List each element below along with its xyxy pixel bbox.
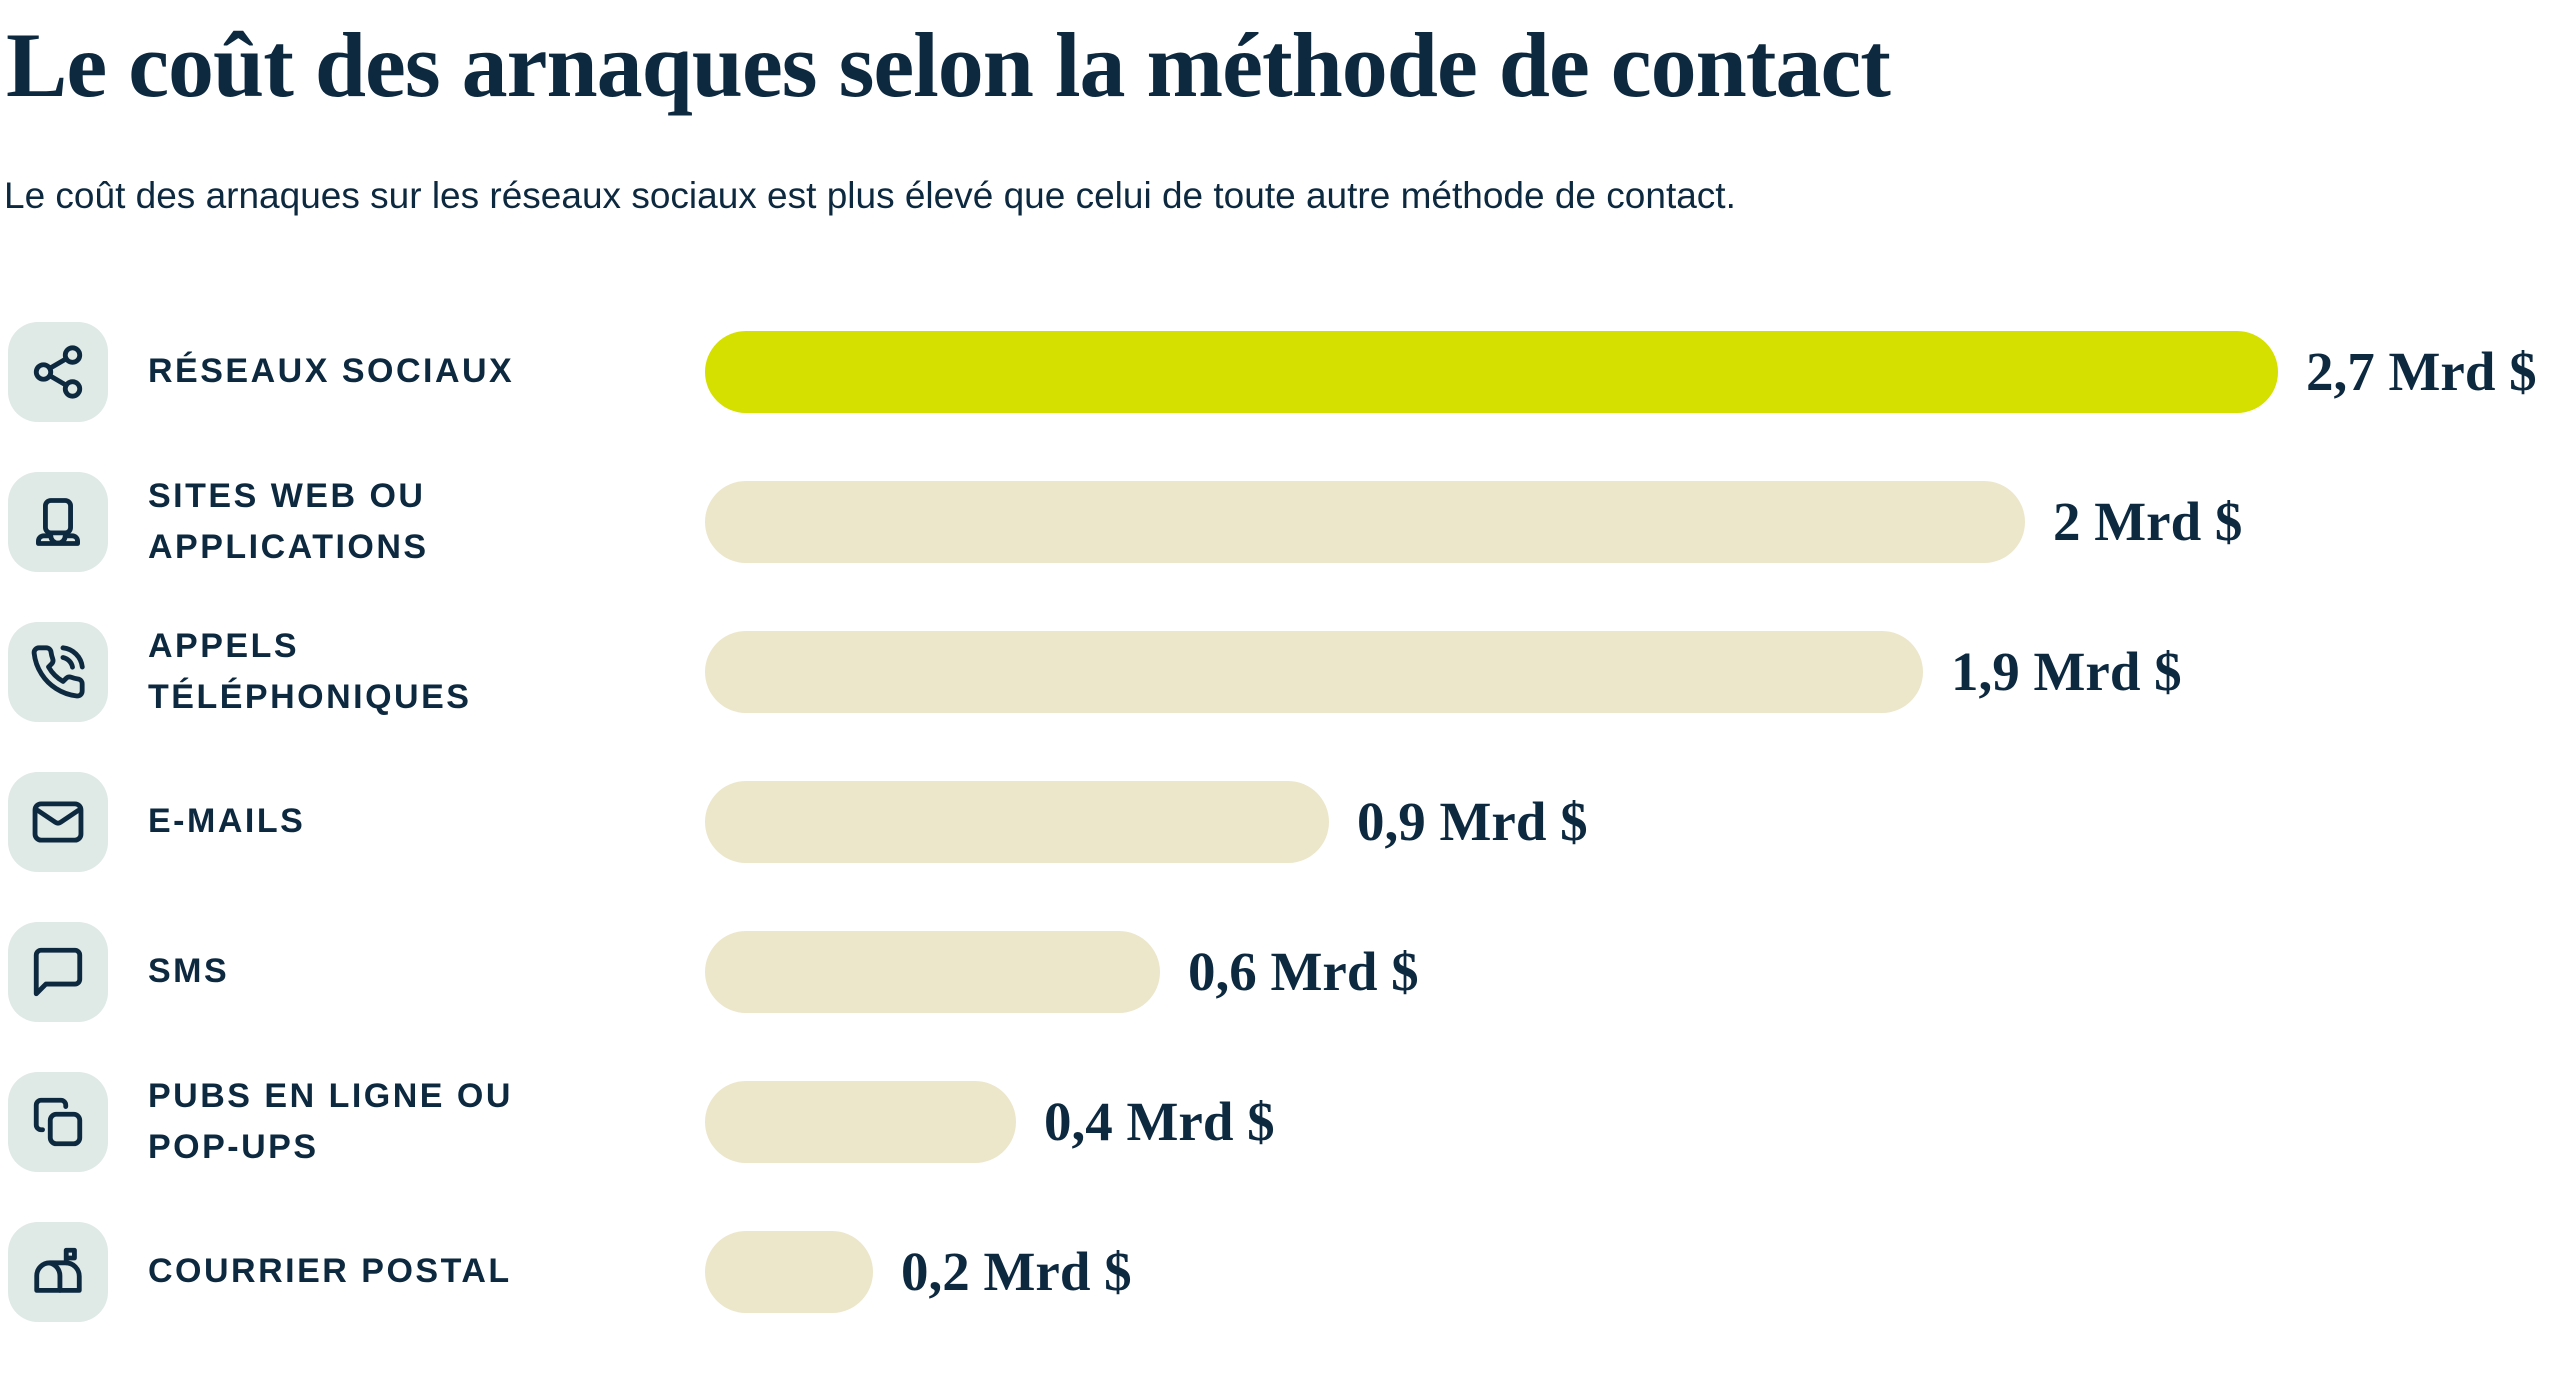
page-title: Le coût des arnaques selon la méthode de… <box>6 14 1891 116</box>
icon-tile <box>8 1071 108 1172</box>
bar-value-label: 2,7 Mrd $ <box>2306 341 2537 403</box>
bar <box>705 1230 873 1313</box>
share-icon <box>33 345 83 399</box>
mail-icon <box>32 801 84 843</box>
chart-row: RÉSEAUX SOCIAUX 2,7 Mrd $ <box>0 297 2560 447</box>
bar-zone: 0,6 Mrd $ <box>705 930 2560 1013</box>
icon-tile <box>8 921 108 1022</box>
bar <box>705 630 1923 713</box>
bar-zone: 1,9 Mrd $ <box>705 630 2560 713</box>
chart-row: SITES WEB OU APPLICATIONS 2 Mrd $ <box>0 447 2560 597</box>
bar-zone: 0,2 Mrd $ <box>705 1230 2560 1313</box>
category-label: COURRIER POSTAL <box>148 1252 512 1291</box>
category-label: E-MAILS <box>148 802 306 841</box>
message-bubble-icon <box>33 947 83 996</box>
icon-tile <box>8 621 108 722</box>
page-subtitle: Le coût des arnaques sur les réseaux soc… <box>4 175 1736 217</box>
bar <box>705 330 2278 413</box>
bar-value-label: 0,2 Mrd $ <box>901 1241 1132 1303</box>
bar-zone: 2,7 Mrd $ <box>705 330 2560 413</box>
bar-zone: 0,9 Mrd $ <box>705 780 2560 863</box>
chart-rows: RÉSEAUX SOCIAUX 2,7 Mrd $ SITES WEB OU A… <box>0 297 2560 1347</box>
popup-windows-icon <box>33 1097 83 1146</box>
phone-call-icon <box>31 645 85 699</box>
category-label: APPELS TÉLÉPHONIQUES <box>148 626 472 716</box>
bar-zone: 0,4 Mrd $ <box>705 1080 2560 1163</box>
bar-value-label: 0,6 Mrd $ <box>1188 941 1419 1003</box>
icon-tile <box>8 771 108 872</box>
bar-value-label: 2 Mrd $ <box>2053 491 2243 553</box>
bar-value-label: 0,9 Mrd $ <box>1357 791 1588 853</box>
bar-value-label: 0,4 Mrd $ <box>1044 1091 1275 1153</box>
bar <box>705 780 1329 863</box>
infographic-scam-cost-by-contact-method: Le coût des arnaques selon la méthode de… <box>0 10 2560 1373</box>
chart-row: PUBS EN LIGNE OU POP-UPS 0,4 Mrd $ <box>0 1047 2560 1197</box>
icon-tile <box>8 321 108 422</box>
category-label: PUBS EN LIGNE OU POP-UPS <box>148 1076 513 1166</box>
bar <box>705 1080 1016 1163</box>
bar <box>705 480 2025 563</box>
category-label: SITES WEB OU APPLICATIONS <box>148 476 429 566</box>
laptop-icon <box>36 497 80 546</box>
category-label: RÉSEAUX SOCIAUX <box>148 352 515 391</box>
icon-tile <box>8 471 108 572</box>
category-label: SMS <box>148 952 230 991</box>
bar-value-label: 1,9 Mrd $ <box>1951 641 2182 703</box>
bar <box>705 930 1160 1013</box>
icon-tile <box>8 1221 108 1322</box>
chart-row: APPELS TÉLÉPHONIQUES 1,9 Mrd $ <box>0 597 2560 747</box>
bar-zone: 2 Mrd $ <box>705 480 2560 563</box>
chart-row: E-MAILS 0,9 Mrd $ <box>0 747 2560 897</box>
chart-row: SMS 0,6 Mrd $ <box>0 897 2560 1047</box>
mailbox-icon <box>34 1247 82 1293</box>
chart-row: COURRIER POSTAL 0,2 Mrd $ <box>0 1197 2560 1347</box>
